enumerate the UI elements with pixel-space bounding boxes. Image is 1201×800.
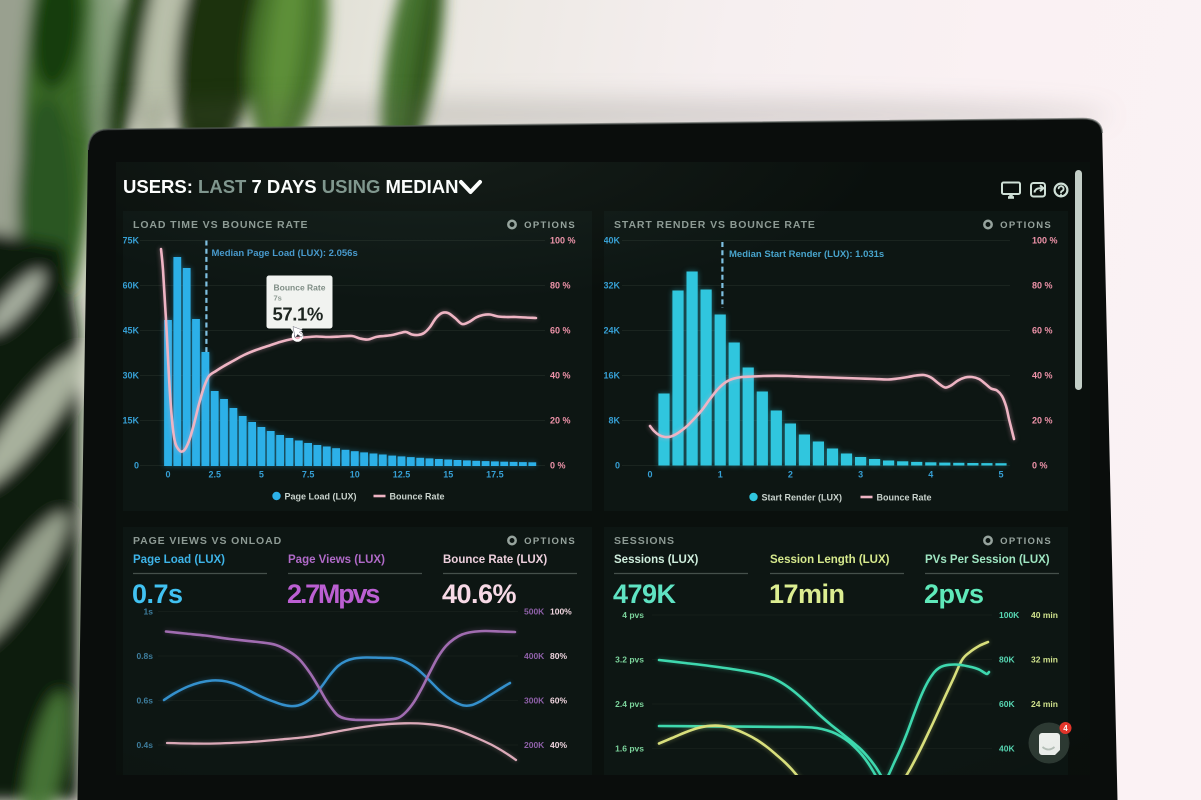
svg-text:1s: 1s — [144, 607, 154, 617]
svg-text:0: 0 — [165, 470, 170, 480]
svg-text:Page Views (LUX): Page Views (LUX) — [288, 554, 385, 566]
svg-text:40%: 40% — [550, 740, 567, 750]
svg-text:2.5: 2.5 — [208, 470, 221, 480]
svg-text:45K: 45K — [123, 326, 139, 336]
svg-text:0.7s: 0.7s — [132, 579, 183, 609]
svg-text:100 %: 100 % — [550, 236, 576, 246]
svg-text:Sessions (LUX): Sessions (LUX) — [614, 554, 699, 566]
svg-text:75K: 75K — [123, 236, 139, 246]
svg-text:479K: 479K — [613, 579, 677, 609]
svg-text:2.4 pvs: 2.4 pvs — [615, 699, 644, 709]
svg-text:24 min: 24 min — [1031, 699, 1058, 709]
svg-text:300K: 300K — [524, 696, 545, 706]
svg-text:32K: 32K — [604, 281, 620, 291]
svg-text:Bounce Rate: Bounce Rate — [390, 492, 445, 502]
svg-text:40 min: 40 min — [1031, 610, 1058, 620]
svg-text:40.6%: 40.6% — [442, 579, 517, 609]
svg-text:Bounce Rate: Bounce Rate — [274, 283, 326, 293]
svg-text:7.5: 7.5 — [302, 470, 315, 480]
svg-text:SESSIONS: SESSIONS — [614, 535, 675, 547]
svg-text:1.6 pvs: 1.6 pvs — [615, 744, 644, 754]
svg-text:0 %: 0 % — [550, 461, 566, 471]
svg-text:10: 10 — [350, 470, 360, 480]
svg-text:3: 3 — [858, 470, 863, 480]
svg-text:Start Render (LUX): Start Render (LUX) — [762, 493, 843, 503]
svg-text:20 %: 20 % — [550, 416, 571, 426]
svg-text:80 %: 80 % — [1032, 281, 1053, 291]
svg-text:OPTIONS: OPTIONS — [1000, 220, 1052, 231]
svg-text:0: 0 — [134, 461, 139, 471]
svg-text:5: 5 — [998, 470, 1003, 480]
svg-text:0: 0 — [647, 470, 652, 480]
svg-text:Bounce Rate: Bounce Rate — [877, 493, 932, 503]
svg-text:24K: 24K — [604, 326, 620, 336]
svg-text:Bounce Rate (LUX): Bounce Rate (LUX) — [443, 554, 547, 566]
svg-text:40 %: 40 % — [1032, 371, 1053, 381]
svg-text:40K: 40K — [604, 236, 620, 246]
svg-text:0: 0 — [615, 461, 620, 471]
svg-text:57.1%: 57.1% — [273, 304, 323, 325]
svg-text:0.8s: 0.8s — [136, 651, 153, 661]
svg-text:80 %: 80 % — [550, 281, 571, 291]
svg-text:17min: 17min — [769, 579, 845, 609]
svg-text:20 %: 20 % — [1032, 416, 1053, 426]
svg-text:4: 4 — [928, 470, 933, 480]
svg-text:7s: 7s — [274, 294, 282, 303]
svg-text:60 %: 60 % — [1032, 326, 1053, 336]
svg-text:60 %: 60 % — [550, 326, 571, 336]
svg-text:OPTIONS: OPTIONS — [524, 536, 576, 547]
svg-text:Page Load (LUX): Page Load (LUX) — [133, 554, 225, 566]
svg-text:15K: 15K — [123, 416, 139, 426]
svg-text:2: 2 — [788, 470, 793, 480]
svg-text:200K: 200K — [524, 740, 545, 750]
svg-text:OPTIONS: OPTIONS — [1000, 536, 1052, 547]
svg-text:0 %: 0 % — [1032, 461, 1048, 471]
svg-text:40 %: 40 % — [550, 371, 571, 381]
svg-text:400K: 400K — [524, 651, 545, 661]
svg-text:3.2 pvs: 3.2 pvs — [615, 655, 644, 665]
svg-text:Median Page Load (LUX): 2.056s: Median Page Load (LUX): 2.056s — [212, 248, 358, 259]
svg-text:60K: 60K — [123, 281, 139, 291]
svg-text:40K: 40K — [999, 744, 1015, 754]
svg-text:80K: 80K — [999, 655, 1015, 665]
svg-text:15: 15 — [443, 470, 453, 480]
svg-text:1: 1 — [718, 470, 723, 480]
svg-text:16K: 16K — [604, 371, 620, 381]
svg-text:4 pvs: 4 pvs — [622, 610, 644, 620]
svg-text:2.7Mpvs: 2.7Mpvs — [287, 579, 379, 609]
svg-text:OPTIONS: OPTIONS — [524, 220, 576, 231]
svg-text:LOAD TIME VS BOUNCE RATE: LOAD TIME VS BOUNCE RATE — [133, 219, 308, 231]
svg-text:100%: 100% — [550, 607, 572, 617]
svg-text:5: 5 — [259, 470, 264, 480]
svg-text:60K: 60K — [999, 699, 1015, 709]
svg-text:Page Load (LUX): Page Load (LUX) — [285, 492, 357, 502]
svg-text:Session Length (LUX): Session Length (LUX) — [770, 554, 890, 566]
svg-text:0.6s: 0.6s — [136, 696, 153, 706]
svg-text:8K: 8K — [608, 416, 620, 426]
svg-text:60%: 60% — [550, 696, 567, 706]
svg-text:100K: 100K — [999, 610, 1020, 620]
svg-text:4: 4 — [1063, 724, 1068, 733]
svg-text:PVs Per Session (LUX): PVs Per Session (LUX) — [925, 554, 1050, 566]
svg-text:12.5: 12.5 — [393, 470, 411, 480]
svg-text:Median Start Render (LUX): 1.0: Median Start Render (LUX): 1.031s — [729, 249, 884, 260]
svg-text:100 %: 100 % — [1032, 236, 1058, 246]
svg-text:START RENDER VS BOUNCE RATE: START RENDER VS BOUNCE RATE — [614, 219, 816, 231]
svg-text:17.5: 17.5 — [486, 470, 504, 480]
svg-text:30K: 30K — [123, 371, 139, 381]
svg-text:500K: 500K — [524, 607, 545, 617]
svg-text:80%: 80% — [550, 651, 567, 661]
svg-text:0.4s: 0.4s — [136, 740, 153, 750]
svg-text:PAGE VIEWS VS ONLOAD: PAGE VIEWS VS ONLOAD — [133, 535, 282, 547]
svg-text:2pvs: 2pvs — [924, 579, 984, 609]
svg-text:32 min: 32 min — [1031, 655, 1058, 665]
